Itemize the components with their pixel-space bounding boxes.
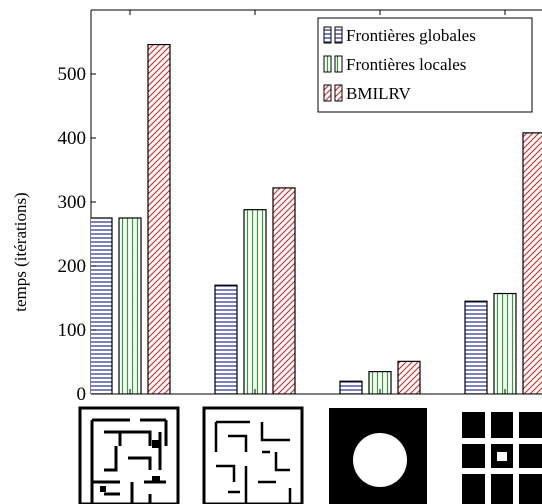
legend-box xyxy=(317,17,533,113)
legend-label: Frontières globales xyxy=(346,26,476,45)
legend-entry-3: BMILRV xyxy=(323,84,411,103)
bar-1-3 xyxy=(339,380,363,394)
legend-label: BMILRV xyxy=(346,84,411,103)
legend-swatch xyxy=(334,26,343,44)
bar-2-4 xyxy=(493,292,517,394)
legend-swatch xyxy=(323,26,332,44)
legend-swatch xyxy=(323,84,332,102)
bar-1-1 xyxy=(91,217,113,394)
bar-2-1 xyxy=(118,217,142,394)
bar-2-2 xyxy=(243,209,267,394)
thumbnail-simple-maze xyxy=(202,406,304,504)
plot-area xyxy=(90,9,542,395)
y-tick-label: 400 xyxy=(58,128,87,149)
bar-2-3 xyxy=(368,371,392,394)
bar-1-2 xyxy=(214,284,238,394)
legend-entry-1: Frontières globales xyxy=(323,26,476,45)
y-axis-label: temps (itérations) xyxy=(11,192,30,311)
y-tick-label: 100 xyxy=(58,320,87,341)
legend: Frontières globales Frontières locales BMI… xyxy=(317,17,533,113)
thumbnail-block-grid xyxy=(455,408,542,504)
legend-swatch xyxy=(334,55,343,73)
legend-entry-2: Frontières locales xyxy=(323,55,466,74)
bar-3-4 xyxy=(522,132,542,394)
thumbnail-circle-obstacle xyxy=(329,408,427,504)
y-tick-label: 300 xyxy=(58,192,87,213)
y-tick-label: 0 xyxy=(77,384,87,405)
legend-swatch xyxy=(334,84,343,102)
legend-label: Frontières locales xyxy=(346,55,466,74)
bar-3-3 xyxy=(397,360,421,394)
y-tick-label: 500 xyxy=(58,64,87,85)
y-axis: 0 100 200 300 400 500 xyxy=(58,64,96,405)
bars xyxy=(91,43,542,394)
bar-1-4 xyxy=(464,300,488,394)
y-tick-label: 200 xyxy=(58,256,87,277)
bar-3-1 xyxy=(147,43,171,394)
legend-swatch xyxy=(323,55,332,73)
bar-3-2 xyxy=(272,187,296,394)
thumbnail-complex-maze xyxy=(78,406,180,504)
